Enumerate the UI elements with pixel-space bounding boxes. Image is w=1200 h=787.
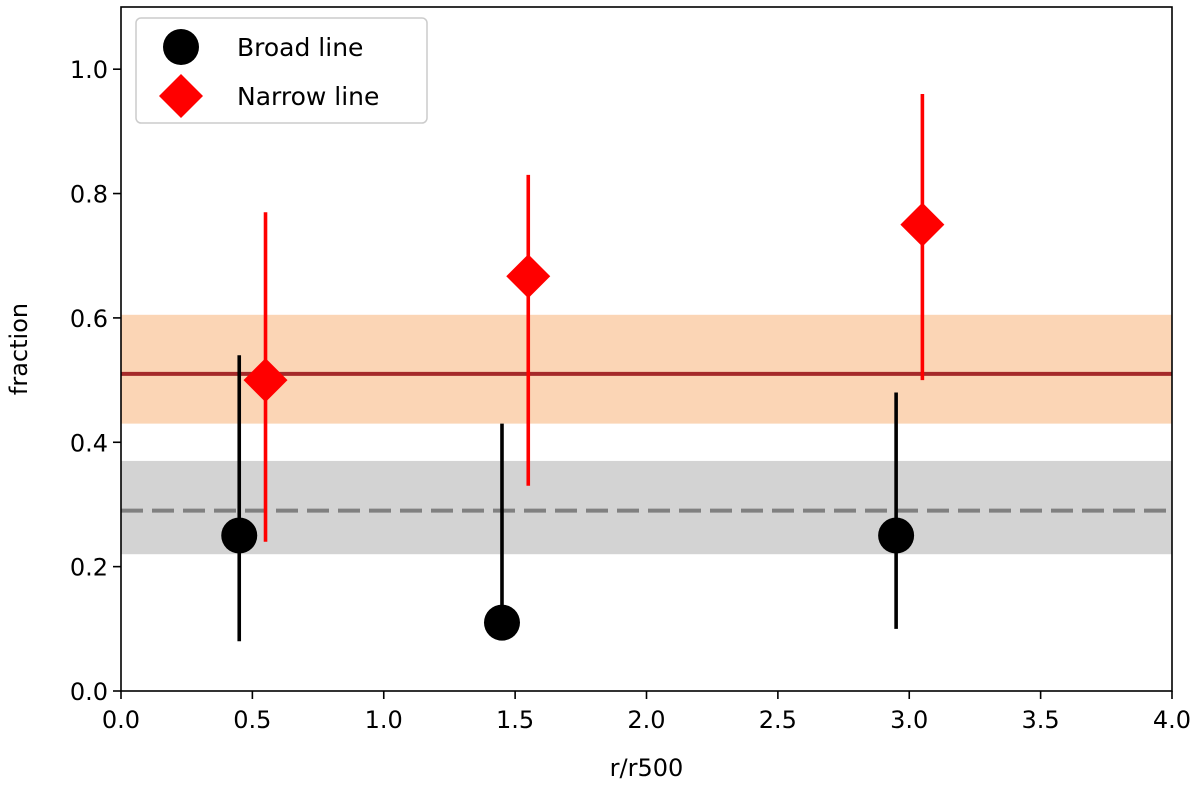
broad-line-point-1 — [483, 604, 520, 641]
y-tick-label-2: 0.4 — [70, 429, 108, 457]
legend-marker-narrow-line — [159, 74, 203, 118]
y-tick-label-1: 0.2 — [70, 554, 108, 582]
x-axis-label: r/r500 — [610, 754, 684, 782]
narrow-line-point-1 — [506, 254, 551, 299]
x-tick-label-6: 3.0 — [890, 706, 928, 734]
y-tick-label-0: 0.0 — [70, 678, 108, 706]
y-axis-label: fraction — [5, 303, 33, 395]
data-markers — [221, 202, 945, 641]
narrow-line-point-0 — [243, 358, 288, 403]
x-tick-label-3: 1.5 — [496, 706, 534, 734]
x-tick-label-0: 0.0 — [102, 706, 140, 734]
legend-label-broad-line: Broad line — [237, 33, 363, 62]
reference-bands — [121, 314, 1172, 555]
x-tick-label-2: 1.0 — [365, 706, 403, 734]
legend: Broad line Narrow line — [135, 17, 428, 124]
legend-label-narrow-line: Narrow line — [237, 82, 379, 111]
legend-frame — [135, 17, 428, 124]
broad-line-average-band — [121, 460, 1172, 555]
y-axis-ticks: 0.0 0.2 0.4 0.6 0.8 1.0 — [70, 56, 121, 706]
x-tick-label-5: 2.5 — [759, 706, 797, 734]
x-tick-label-7: 3.5 — [1022, 706, 1060, 734]
narrow-line-point-2 — [900, 202, 945, 247]
y-tick-label-3: 0.6 — [70, 305, 108, 333]
y-tick-label-5: 1.0 — [70, 56, 108, 84]
legend-marker-broad-line — [163, 29, 199, 65]
y-tick-label-4: 0.8 — [70, 181, 108, 209]
x-tick-label-8: 4.0 — [1153, 706, 1191, 734]
narrow-line-average-band — [121, 314, 1172, 424]
x-tick-label-1: 0.5 — [233, 706, 271, 734]
x-tick-label-4: 2.0 — [627, 706, 665, 734]
broad-line-point-2 — [878, 517, 915, 554]
reference-lines — [121, 371, 1172, 513]
x-axis-ticks: 0.0 0.5 1.0 1.5 2.0 2.5 3.0 3.5 4.0 — [102, 691, 1191, 734]
broad-line-point-0 — [221, 517, 258, 554]
